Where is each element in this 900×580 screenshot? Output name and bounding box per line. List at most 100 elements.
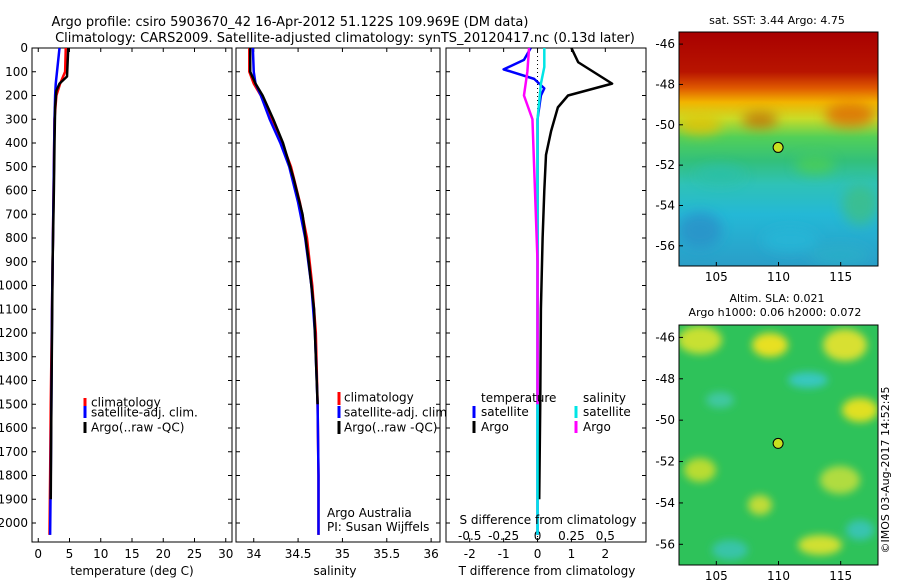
x-tick-label: 20 (156, 547, 171, 561)
argo-position-marker (772, 141, 784, 153)
temperature-ticks: 0 5 10 15 20 25 300100200300400500600700800900… (0, 41, 233, 561)
map-y-tick-label: -52 (655, 158, 675, 172)
legend-salinity-argo: Argo (583, 420, 611, 434)
x-tick-label: 30 (218, 547, 233, 561)
salinity-panel: 34 34.5 35 35.5 36 salinity climatology sate… (235, 47, 451, 578)
map-y-tick-label: -50 (655, 413, 675, 427)
map-y-tick-label: -48 (655, 77, 675, 91)
map-y-tick-label: -56 (655, 537, 675, 551)
x2-tick-label: 0.25 (558, 529, 585, 543)
y-tick-label: 200 (5, 89, 28, 103)
temperature-profiles (48, 47, 70, 535)
series-line (49, 47, 70, 500)
legend-salinity-satellite: satellite (583, 405, 631, 419)
map-y-tick-label: -50 (655, 118, 675, 132)
sla-heatmap-texture (679, 326, 878, 560)
sst-map-panel: sat. SST: 3.44 Argo: 4.75 105 110 115 -46 -4… (655, 14, 879, 284)
figure-title-line1: Argo profile: csiro 5903670_42 16-Apr-20… (52, 15, 529, 30)
figure-title-line2: Climatology: CARS2009. Satellite-adjuste… (55, 31, 635, 46)
temperature-panel: 0 5 10 15 20 25 300100200300400500600700800900… (0, 41, 233, 578)
x-tick-label: 35 (335, 547, 350, 561)
map-x-tick-label: 115 (829, 270, 852, 284)
y-tick-label: 1600 (0, 421, 28, 435)
series-line (537, 47, 614, 500)
sst-map-title: sat. SST: 3.44 Argo: 4.75 (709, 14, 845, 27)
institution-label: Argo Australia (327, 506, 412, 520)
y-tick-label: 300 (5, 112, 28, 126)
y-tick-label: 2000 (0, 516, 28, 530)
difference-legend: temperature satellite Argo salinity sate… (472, 391, 631, 434)
map-y-tick-label: -46 (655, 37, 675, 51)
temperature-legend-satellite: satellite-adj. clim. (91, 406, 198, 420)
y-tick-label: 1100 (0, 302, 28, 316)
copyright-stamp: ©IMOS 03-Aug-2017 14:52:45 (879, 387, 892, 554)
x-tick-label: 2 (602, 547, 610, 561)
y-tick-label: 1200 (0, 326, 28, 340)
legend-temperature-satellite: satellite (481, 405, 529, 419)
difference-profiles (502, 47, 614, 542)
sla-map-ticks: 105 110 115 -46 -48 -50 -52 -54 -56 (655, 330, 852, 580)
temperature-xlabel: temperature (deg C) (70, 564, 193, 578)
y-tick-label: 1800 (0, 469, 28, 483)
series-line (522, 47, 539, 405)
argo-position-marker (772, 437, 784, 449)
salinity-legend-climatology: climatology (344, 391, 414, 405)
sst-heatmap-texture (679, 103, 878, 265)
map-y-tick-label: -56 (655, 239, 675, 253)
x-tick-label: -1 (498, 547, 510, 561)
map-y-tick-label: -46 (655, 330, 675, 344)
y-tick-label: 100 (5, 65, 28, 79)
map-x-tick-label: 105 (705, 270, 728, 284)
map-x-tick-label: 110 (767, 569, 790, 580)
legend-temperature-argo: Argo (481, 420, 509, 434)
x-tick-label: 35.5 (373, 547, 400, 561)
difference-x2label: S difference from climatology (460, 513, 637, 527)
sst-map-ticks: 105 110 115 -46 -48 -50 -52 -54 -56 (655, 37, 852, 284)
temperature-axes-frame (31, 47, 233, 543)
legend-salinity-title: salinity (583, 391, 626, 405)
map-y-tick-label: -54 (655, 496, 675, 510)
x2-tick-label: 0.5 (596, 529, 615, 543)
x-tick-label: 0 (34, 547, 42, 561)
x-tick-label: 1 (568, 547, 576, 561)
y-tick-label: 400 (5, 136, 28, 150)
y-tick-label: 500 (5, 160, 28, 174)
y-tick-label: 0 (20, 41, 28, 55)
series-line (248, 48, 319, 405)
temperature-legend: climatology satellite-adj. clim. Argo(..… (83, 396, 198, 435)
salinity-axes-frame (235, 47, 441, 543)
x-tick-label: 25 (187, 547, 202, 561)
x-tick-label: -2 (464, 547, 476, 561)
x-tick-label: 10 (93, 547, 108, 561)
map-x-tick-label: 115 (829, 569, 852, 580)
map-y-tick-label: -54 (655, 198, 675, 212)
y-tick-label: 700 (5, 207, 28, 221)
y-tick-label: 1400 (0, 374, 28, 388)
x-tick-label: 5 (66, 547, 74, 561)
sla-map-subtitle: Argo h1000: 0.06 h2000: 0.072 (689, 306, 862, 319)
salinity-legend: climatology satellite-adj. clim. Argo(..… (337, 391, 451, 435)
y-tick-label: 1000 (0, 279, 28, 293)
salinity-ticks: 34 34.5 35 35.5 36 (236, 47, 440, 561)
salinity-profiles (248, 47, 320, 535)
map-x-tick-label: 110 (767, 270, 790, 284)
sla-map-panel: Altim. SLA: 0.021 Argo h1000: 0.06 h2000… (655, 292, 879, 580)
legend-temperature-title: temperature (481, 391, 556, 405)
x-tick-label: 0 (534, 547, 542, 561)
temperature-legend-argo: Argo(..raw -QC) (91, 421, 184, 435)
map-y-tick-label: -52 (655, 455, 675, 469)
x-tick-label: 34.5 (285, 547, 312, 561)
y-tick-label: 800 (5, 231, 28, 245)
x2-tick-label: -0.5 (458, 529, 481, 543)
y-tick-label: 1500 (0, 397, 28, 411)
map-y-tick-label: -48 (655, 372, 675, 386)
salinity-legend-satellite: satellite-adj. clim. (344, 406, 451, 420)
x-tick-label: 36 (423, 547, 438, 561)
difference-axes-frame (445, 47, 647, 543)
y-tick-label: 900 (5, 255, 28, 269)
x2-tick-label: -0.25 (488, 529, 519, 543)
difference-xlabel: T difference from climatology (458, 564, 636, 578)
